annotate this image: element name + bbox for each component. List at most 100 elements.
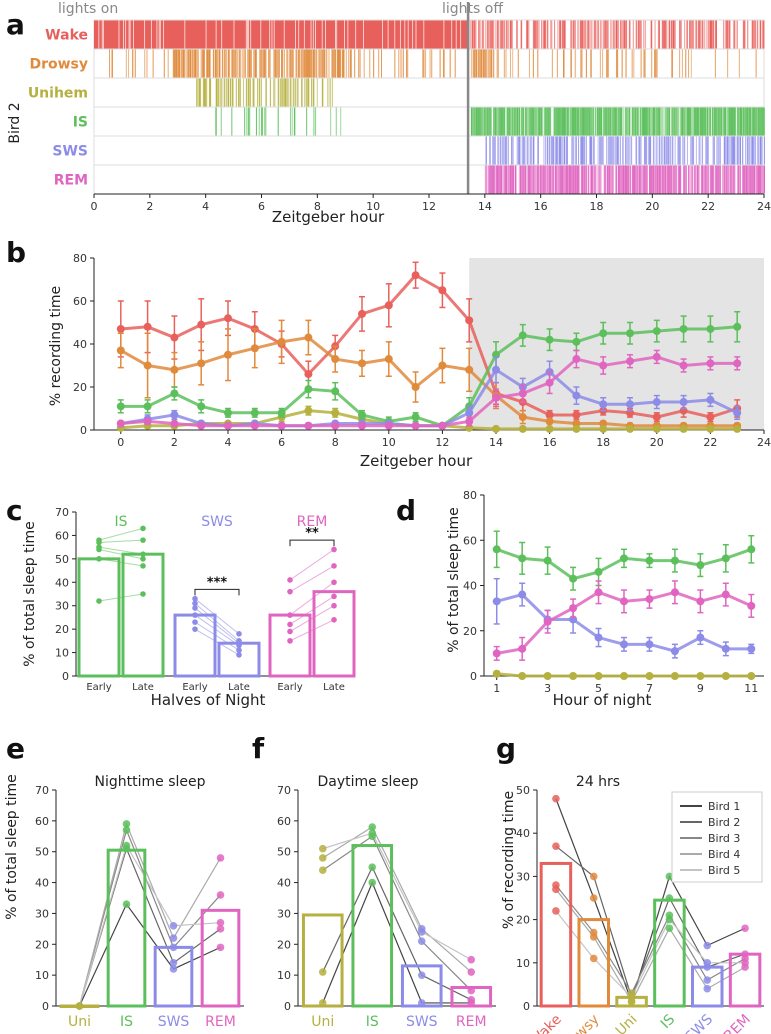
raster-tick [132, 49, 134, 78]
raster-tick [510, 165, 512, 194]
data-point [741, 959, 749, 967]
raster-tick [728, 20, 730, 49]
data-point [665, 872, 674, 881]
raster-tick [610, 136, 612, 165]
raster-tick [708, 165, 710, 194]
raster-tick [663, 165, 665, 194]
raster-tick [284, 78, 286, 107]
raster-tick [691, 20, 693, 49]
raster-tick [380, 49, 382, 78]
data-point [358, 309, 366, 318]
panel-g-ylabel: % of recording time [501, 791, 517, 929]
raster-tick [613, 107, 615, 136]
raster-tick [219, 78, 221, 107]
raster-tick [487, 165, 489, 194]
data-point [572, 410, 581, 419]
raster-tick [560, 136, 562, 165]
raster-tick [674, 165, 676, 194]
raster-tick [734, 136, 736, 165]
data-point [670, 588, 679, 597]
raster-tick [194, 49, 196, 78]
data-point [318, 999, 327, 1007]
raster-tick [563, 49, 564, 78]
raster-tick [546, 107, 548, 136]
raster-tick [499, 165, 501, 194]
raster-tick [725, 136, 727, 165]
raster-tick [570, 20, 572, 49]
raster-tick [242, 49, 244, 78]
raster-tick [545, 136, 547, 165]
raster-tick [696, 165, 698, 194]
raster-tick [533, 165, 535, 194]
raster-tick [542, 20, 544, 49]
raster-tick [513, 165, 515, 194]
raster-gap [246, 20, 248, 49]
raster-tick [665, 136, 667, 165]
x-tick-label: 10 [366, 200, 380, 213]
raster-tick [634, 107, 636, 136]
raster-tick [717, 107, 719, 136]
data-point [170, 410, 179, 419]
raster-tick [183, 49, 185, 78]
raster-tick [722, 107, 724, 136]
raster-tick [617, 20, 619, 49]
raster-tick [763, 20, 765, 49]
raster-tick [629, 136, 631, 165]
raster-tick [538, 107, 540, 136]
raster-tick [557, 107, 559, 136]
raster-tick [480, 49, 482, 78]
raster-tick [297, 78, 299, 107]
raster-tick [561, 136, 563, 165]
raster-tick [490, 49, 492, 78]
raster-tick [719, 107, 721, 136]
data-point [96, 537, 102, 543]
y-tick-label: 60 [277, 815, 291, 828]
raster-tick [499, 20, 501, 49]
raster-tick [678, 165, 680, 194]
raster-tick [322, 49, 324, 78]
data-point [747, 545, 756, 554]
raster-tick [128, 49, 130, 78]
data-point [492, 597, 501, 606]
data-point [545, 335, 554, 344]
bird-line [78, 828, 221, 1007]
raster-tick [535, 165, 537, 194]
data-point [358, 421, 366, 430]
raster-tick [600, 136, 602, 165]
raster-tick [619, 136, 621, 165]
raster-tick [188, 49, 190, 78]
raster-tick [599, 107, 601, 136]
y-tick-label: 40 [277, 877, 291, 890]
raster-tick [473, 49, 475, 78]
raster-tick [210, 78, 212, 107]
raster-tick [489, 49, 491, 78]
raster-tick [731, 107, 733, 136]
x-tick-label: Early [86, 682, 111, 693]
raster-tick [668, 136, 670, 165]
raster-tick [657, 20, 659, 49]
raster-tick [610, 20, 612, 49]
raster-tick [537, 49, 539, 78]
raster-tick [483, 107, 485, 136]
data-point [287, 638, 293, 644]
raster-tick [306, 49, 308, 78]
raster-tick [635, 107, 637, 136]
raster-tick [490, 49, 492, 78]
raster-tick [674, 165, 676, 194]
raster-tick [654, 107, 656, 136]
raster-tick [727, 136, 729, 165]
data-point [358, 410, 366, 419]
raster-tick [183, 49, 185, 78]
raster-gap [118, 20, 120, 49]
raster-tick [663, 107, 665, 136]
bar-early-is [77, 557, 121, 678]
raster-tick [584, 107, 586, 136]
raster-tick [655, 107, 657, 136]
significance-stars: ** [305, 526, 319, 541]
raster-tick [687, 107, 689, 136]
raster-tick [503, 136, 505, 165]
raster-tick [480, 20, 482, 49]
raster-tick [690, 165, 692, 194]
raster-tick [732, 107, 734, 136]
raster-tick [575, 107, 577, 136]
